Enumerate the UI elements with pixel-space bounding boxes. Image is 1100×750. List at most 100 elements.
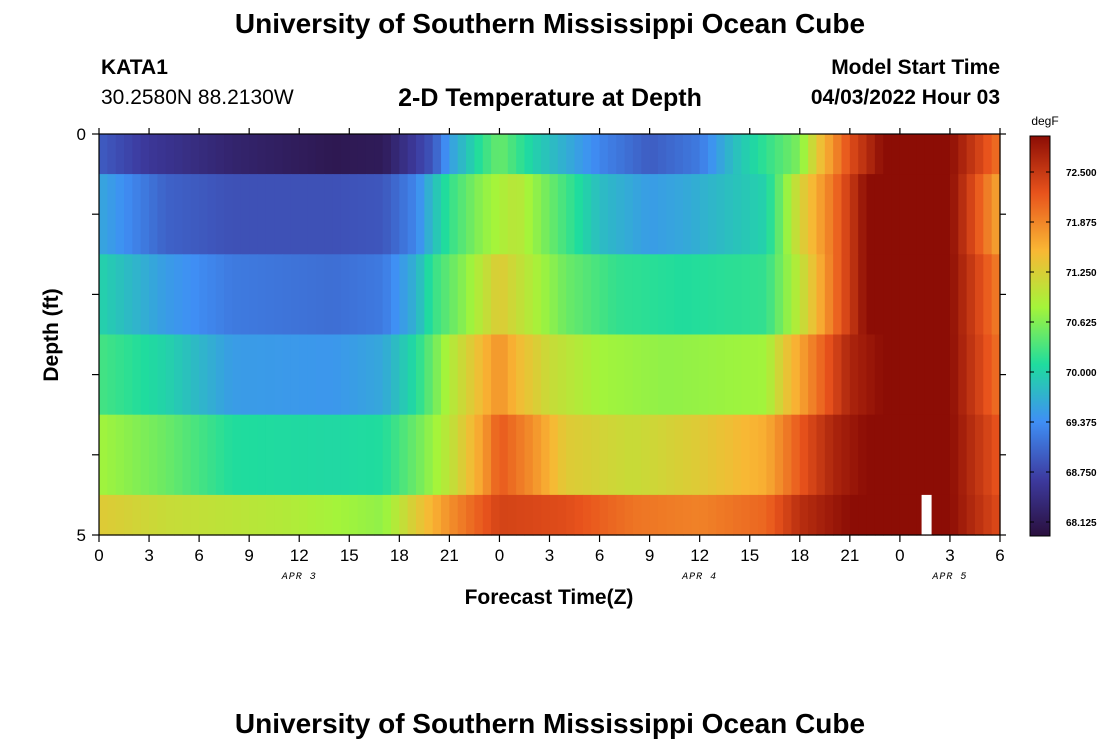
heatmap-cell: [115, 174, 125, 255]
heatmap-cell: [332, 134, 342, 175]
station-coordinates: 30.2580N 88.2130W: [101, 86, 294, 109]
heatmap-cell: [733, 414, 742, 496]
heatmap-cell: [866, 174, 876, 255]
heatmap-cell: [390, 134, 400, 175]
heatmap-cell: [140, 414, 150, 496]
heatmap-cell: [324, 174, 334, 255]
heatmap-cell: [357, 494, 367, 536]
heatmap-cell: [240, 334, 250, 416]
heatmap-cell: [616, 174, 626, 255]
heatmap-cell: [449, 494, 459, 536]
heatmap-cell: [899, 134, 909, 175]
heatmap-cell: [624, 334, 634, 416]
heatmap-cell: [332, 174, 342, 255]
heatmap-cell: [207, 174, 217, 255]
heatmap-cell: [949, 494, 959, 536]
heatmap-cell: [432, 134, 442, 175]
heatmap-cell: [449, 254, 459, 336]
heatmap-cell: [649, 174, 659, 255]
heatmap-cell: [207, 134, 217, 175]
heatmap-cell: [215, 174, 225, 255]
heatmap-cell: [441, 174, 450, 255]
heatmap-cell: [949, 414, 959, 496]
heatmap-cell: [649, 414, 659, 496]
heatmap-cell: [599, 134, 609, 175]
heatmap-cell: [941, 174, 951, 255]
heatmap-cell: [799, 334, 809, 416]
heatmap-cell: [799, 174, 809, 255]
heatmap-cell: [457, 254, 467, 336]
heatmap-cell: [157, 134, 167, 175]
heatmap-cell: [340, 174, 350, 255]
heatmap-cell: [691, 414, 701, 496]
heatmap-cell: [107, 494, 117, 536]
heatmap-cell: [607, 174, 617, 255]
heatmap-cell: [591, 134, 601, 175]
heatmap-cell: [224, 134, 234, 175]
heatmap-cell: [290, 174, 300, 255]
heatmap-cell: [457, 174, 467, 255]
heatmap-cell: [199, 174, 209, 255]
heatmap-cell: [549, 174, 559, 255]
heatmap-cell: [374, 254, 384, 336]
heatmap-cell: [557, 134, 567, 175]
heatmap-cell: [499, 334, 509, 416]
heatmap-cell: [607, 494, 617, 536]
heatmap-cell: [899, 254, 909, 336]
heatmap-cell: [582, 334, 592, 416]
heatmap-cell: [833, 414, 843, 496]
heatmap-cell: [132, 334, 142, 416]
heatmap-cell: [449, 134, 459, 175]
heatmap-cell: [841, 414, 851, 496]
heatmap-cell: [124, 334, 133, 416]
colorbar-gradient: [1029, 135, 1051, 537]
heatmap-cell: [783, 334, 793, 416]
heatmap-cell: [674, 174, 684, 255]
heatmap-cell: [257, 494, 267, 536]
heatmap-cell: [324, 134, 334, 175]
heatmap-cell: [357, 414, 367, 496]
y-tick-label: 0: [77, 125, 86, 144]
heatmap-cell: [507, 254, 517, 336]
heatmap-cell: [632, 494, 642, 536]
heatmap-cell: [282, 134, 292, 175]
heatmap-cell: [866, 134, 876, 175]
heatmap-cell: [891, 134, 901, 175]
heatmap-cell: [140, 494, 150, 536]
heatmap-cell: [666, 494, 676, 536]
heatmap-cell: [424, 334, 434, 416]
heatmap-cell: [474, 334, 484, 416]
heatmap-cell: [774, 334, 784, 416]
heatmap-cell: [474, 174, 484, 255]
heatmap-cell: [232, 414, 242, 496]
heatmap-cell: [991, 254, 1001, 336]
heatmap-cell: [199, 414, 209, 496]
y-axis-label: Depth (ft): [40, 288, 63, 381]
heatmap-cell: [174, 174, 184, 255]
heatmap-cell: [290, 334, 300, 416]
heatmap-cell: [716, 414, 726, 496]
heatmap-cell: [182, 134, 192, 175]
heatmap-cell: [499, 494, 509, 536]
heatmap-cell: [632, 174, 642, 255]
heatmap-cell: [983, 254, 993, 336]
heatmap-cell: [532, 174, 542, 255]
heatmap-cell: [132, 254, 142, 336]
heatmap-cell: [207, 254, 217, 336]
heatmap-cell: [966, 134, 976, 175]
heatmap-cell: [257, 174, 267, 255]
heatmap-cell: [824, 254, 834, 336]
heatmap-cell: [524, 174, 534, 255]
heatmap-cell: [282, 494, 292, 536]
heatmap-cell: [899, 174, 909, 255]
heatmap-cell: [190, 494, 200, 536]
heatmap-cell: [708, 334, 717, 416]
heatmap-cell: [249, 334, 259, 416]
footer-title: University of Southern Mississippi Ocean…: [234, 708, 866, 739]
heatmap-cell: [866, 334, 876, 416]
heatmap-cell: [791, 334, 801, 416]
colorbar-unit: degF: [1031, 114, 1058, 128]
heatmap-cell: [874, 134, 884, 175]
heatmap-cell: [224, 254, 234, 336]
heatmap-cell: [566, 494, 576, 536]
